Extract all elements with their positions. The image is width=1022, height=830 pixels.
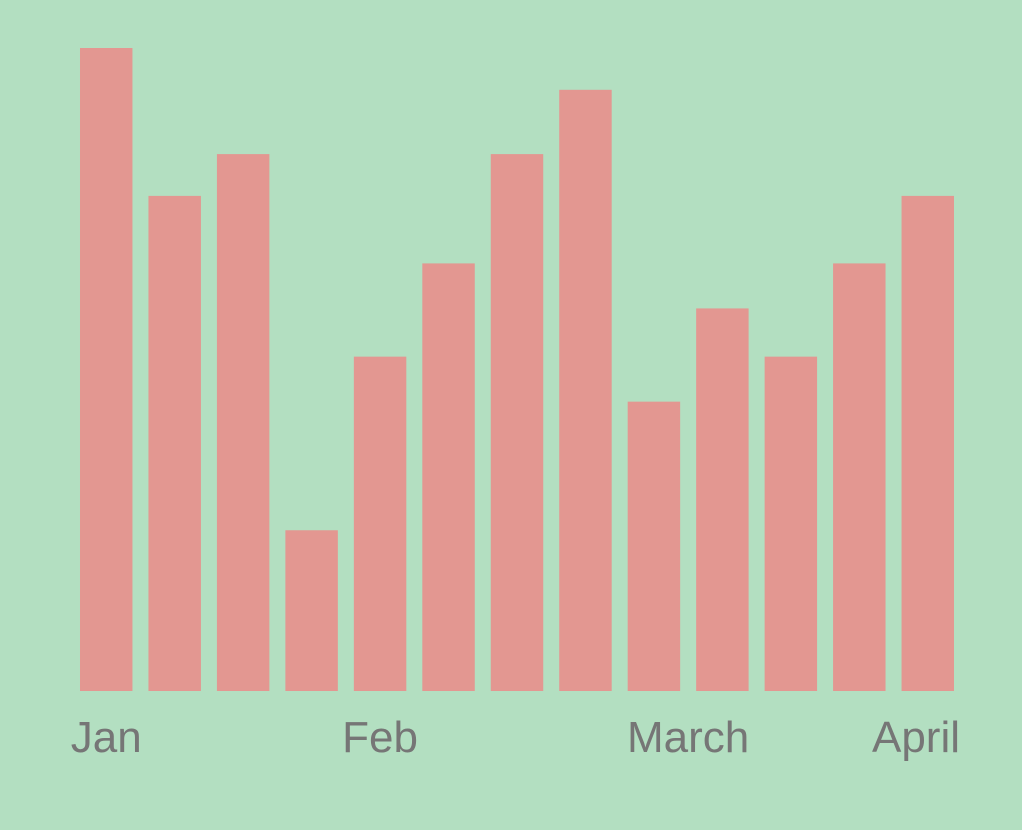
bar-9 bbox=[627, 401, 681, 691]
bars-group bbox=[80, 48, 954, 692]
x-tick-label-march: March bbox=[627, 713, 749, 762]
x-tick-label-april: April bbox=[872, 713, 960, 762]
bar-11 bbox=[764, 356, 818, 691]
bar-10 bbox=[696, 308, 749, 691]
bar-13 bbox=[901, 195, 954, 691]
bar-1 bbox=[80, 48, 133, 691]
bar-8 bbox=[559, 89, 612, 692]
bar-4 bbox=[285, 530, 338, 691]
bar-5 bbox=[353, 356, 407, 691]
bar-7 bbox=[490, 154, 544, 692]
bar-3 bbox=[216, 154, 270, 692]
bar-12 bbox=[833, 263, 886, 691]
x-tick-labels-group: Jan Feb March April bbox=[71, 713, 960, 762]
bar-2 bbox=[148, 195, 201, 691]
bar-6 bbox=[422, 263, 475, 691]
x-tick-label-jan: Jan bbox=[71, 713, 142, 762]
x-tick-label-feb: Feb bbox=[342, 713, 418, 762]
